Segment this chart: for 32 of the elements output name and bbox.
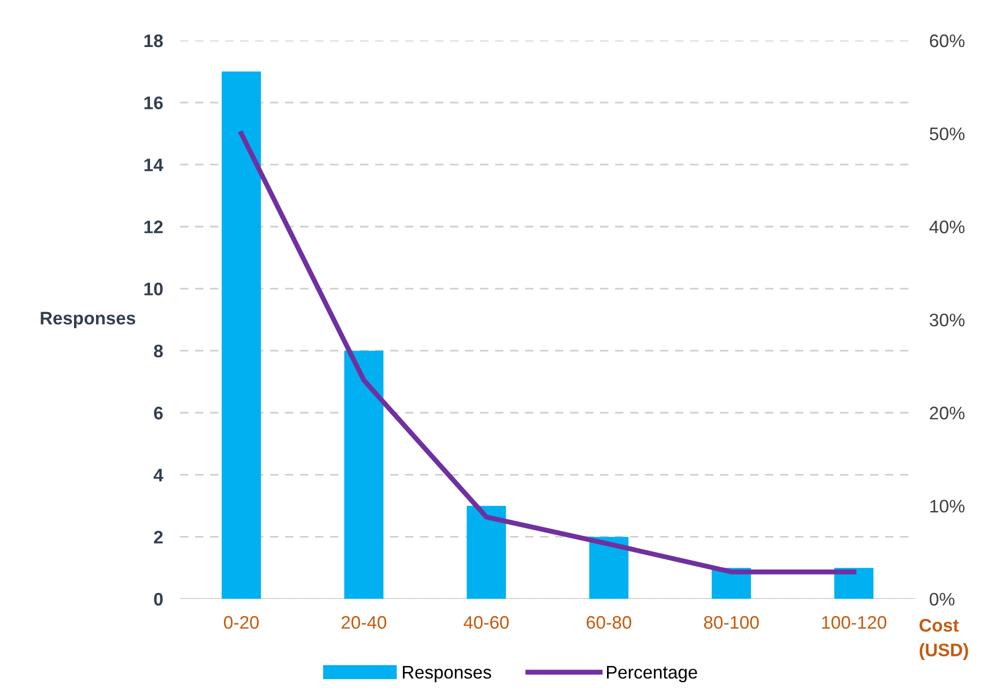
x-tick-label: 80-100 [704,616,759,629]
y2-tick-label: 40% [929,220,965,234]
legend-label: Percentage [607,666,698,682]
x-tick-label: 100-120 [822,616,886,629]
y-tick-label: 6 [154,406,163,420]
y-tick-label: 2 [154,530,163,544]
y-tick-label: 16 [144,96,163,110]
bar [466,506,506,599]
bar [344,350,384,599]
x-tick-label: 0-20 [224,616,259,629]
x-axis-title: Cost (USD) [920,618,968,660]
y2-tick-label: 60% [930,34,965,48]
y-tick-label: 12 [144,220,163,234]
y-tick-label: 8 [154,344,163,358]
y-tick-label: 14 [144,158,164,172]
bar [589,536,628,599]
y-tick-label: 18 [144,34,163,48]
bar [222,72,261,599]
y-tick-label: 10 [144,282,163,296]
y2-tick-label: 0% [930,592,954,606]
x-tick-label: 20-40 [342,616,386,629]
y-tick-label: 0 [154,592,163,606]
line-series [238,131,856,574]
y-axis-title: Responses [40,312,136,328]
y2-tick-label: 10% [930,500,965,513]
y2-tick-label: 20% [930,406,965,420]
x-tick-label: 40-60 [464,616,509,629]
y-tick-label: 4 [154,468,164,482]
legend-label: Responses [402,666,492,682]
y2-tick-label: 50% [930,127,965,140]
y2-tick-label: 30% [930,314,965,326]
x-tick-label: 60-80 [586,616,632,629]
